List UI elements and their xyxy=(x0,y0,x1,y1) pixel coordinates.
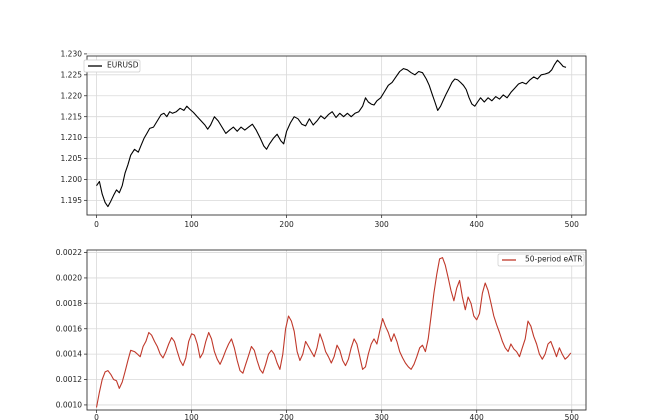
plot-frame xyxy=(86,55,587,216)
x-tick-label: 200 xyxy=(279,220,294,229)
y-tick-label: 1.205 xyxy=(61,154,83,163)
x-tick-label: 100 xyxy=(184,413,199,420)
eurusd-price-chart: 1.195 1.200 1.205 1.210 1.215 1.220 1.225 1.230… xyxy=(61,50,587,229)
y-tick-label: 0.0016 xyxy=(56,324,82,333)
y-tick-label: 0.0022 xyxy=(56,248,82,257)
series-line xyxy=(96,59,567,208)
eatr-volatility-chart: 0.0010 0.0012 0.0014 0.0016 0.0018 0.0020 0.00… xyxy=(56,248,587,420)
x-tick-label: 300 xyxy=(374,413,389,420)
x-tick-label: 500 xyxy=(565,413,580,420)
legend-box xyxy=(497,253,585,267)
x-tick-label: 0 xyxy=(94,413,99,420)
x-tick-label: 500 xyxy=(565,220,580,229)
x-tick-label: 0 xyxy=(94,220,99,229)
y-tick-label: 1.200 xyxy=(61,175,83,184)
y-tick-label: 0.0018 xyxy=(56,299,82,308)
x-tick-label: 200 xyxy=(279,413,294,420)
x-tick-label: 100 xyxy=(184,220,199,229)
x-tick-label: 400 xyxy=(470,413,485,420)
plot-frame xyxy=(86,249,587,411)
y-tick-label: 1.220 xyxy=(61,91,83,100)
y-tick-label: 0.0012 xyxy=(56,375,82,384)
legend-label-eurusd: EURUSD xyxy=(107,61,139,70)
x-tick-label: 400 xyxy=(470,220,485,229)
legend-box xyxy=(83,59,141,73)
x-tick-label: 300 xyxy=(374,220,389,229)
y-tick-label: 1.210 xyxy=(61,133,83,142)
legend-label-eatr: 50-period eATR xyxy=(525,255,582,264)
y-tick-label: 1.215 xyxy=(61,112,83,121)
series-line xyxy=(95,257,572,408)
y-tick-label: 1.230 xyxy=(61,50,83,59)
y-tick-label: 1.195 xyxy=(61,196,83,205)
y-tick-label: 0.0010 xyxy=(56,401,82,410)
y-tick-label: 1.225 xyxy=(61,70,83,79)
y-tick-label: 0.0014 xyxy=(56,350,82,359)
y-tick-label: 0.0020 xyxy=(56,274,82,283)
